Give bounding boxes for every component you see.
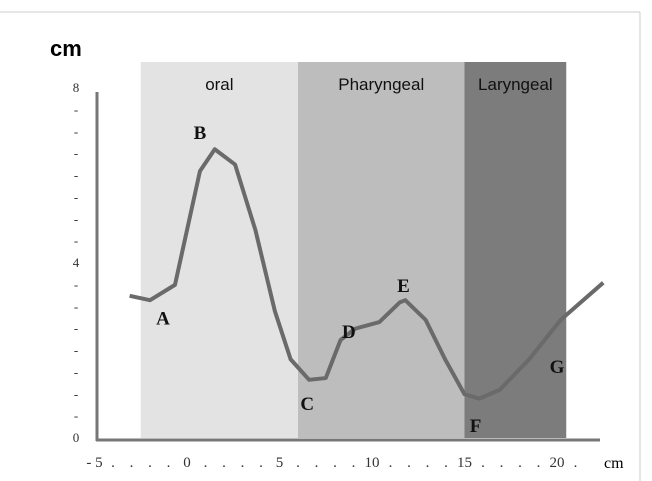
region-label: oral <box>205 75 233 94</box>
curve <box>129 147 605 401</box>
x-tick-label: 20 <box>550 455 565 471</box>
region <box>464 62 567 438</box>
y-axis-label: cm <box>50 36 82 61</box>
point-label: C <box>300 394 314 415</box>
y-tick-label: 8 <box>73 80 80 95</box>
x-tick-label: . <box>296 455 300 471</box>
x-tick-label: . <box>315 455 319 471</box>
x-tick-label: 15 <box>457 455 472 471</box>
x-tick-label: . <box>204 455 208 471</box>
x-axis-label: cm <box>604 455 624 472</box>
y-tick-label: - <box>74 386 78 401</box>
y-tick-label: - <box>74 102 78 117</box>
y-tick-label: - <box>74 146 78 161</box>
region <box>298 62 465 438</box>
x-tick-label: . <box>481 455 485 471</box>
x-tick-label: . <box>111 455 115 471</box>
y-tick-label: - <box>74 211 78 226</box>
point-label: E <box>397 276 410 297</box>
region-label: Laryngeal <box>478 75 553 94</box>
point-label: B <box>194 123 207 144</box>
x-tick-label: 10 <box>365 455 380 471</box>
x-tick-label: . <box>389 455 393 471</box>
x-tick-label: . <box>537 455 541 471</box>
x-tick-label: . <box>130 455 134 471</box>
y-tick-label: - <box>74 168 78 183</box>
y-tick-label: - <box>74 277 78 292</box>
y-tick-label: - <box>74 364 78 379</box>
y-tick-label: - <box>74 124 78 139</box>
point-label: D <box>342 322 356 343</box>
y-tick-label: - <box>74 189 78 204</box>
x-tick-label: . <box>426 455 430 471</box>
y-tick-label: - <box>74 299 78 314</box>
region <box>140 62 298 438</box>
y-tick-label: - <box>74 233 78 248</box>
x-tick-label: . <box>333 455 337 471</box>
point-label: A <box>156 309 170 330</box>
x-tick-label: . <box>241 455 245 471</box>
y-tick-label: - <box>74 408 78 423</box>
y-tick-label: - <box>74 321 78 336</box>
y-tick-label: - <box>74 343 78 358</box>
y-tick-label: 4 <box>73 255 80 270</box>
x-tick-label: . <box>500 455 504 471</box>
x-tick-label: 5 <box>276 455 284 471</box>
x-tick-label: . <box>259 455 263 471</box>
x-tick-label: . <box>444 455 448 471</box>
x-tick-label: . <box>352 455 356 471</box>
x-tick-label: - 5 <box>86 455 102 471</box>
x-tick-label: . <box>407 455 411 471</box>
x-tick-label: . <box>518 455 522 471</box>
point-label: G <box>550 357 565 378</box>
x-tick-label: . <box>222 455 226 471</box>
x-tick-label: . <box>167 455 171 471</box>
x-tick-label: 0 <box>183 455 191 471</box>
y-tick-label: 0 <box>73 430 80 445</box>
x-tick-label: . <box>148 455 152 471</box>
x-tick-label: . <box>574 455 578 471</box>
point-label: F <box>470 416 482 437</box>
region-label: Pharyngeal <box>338 75 424 94</box>
